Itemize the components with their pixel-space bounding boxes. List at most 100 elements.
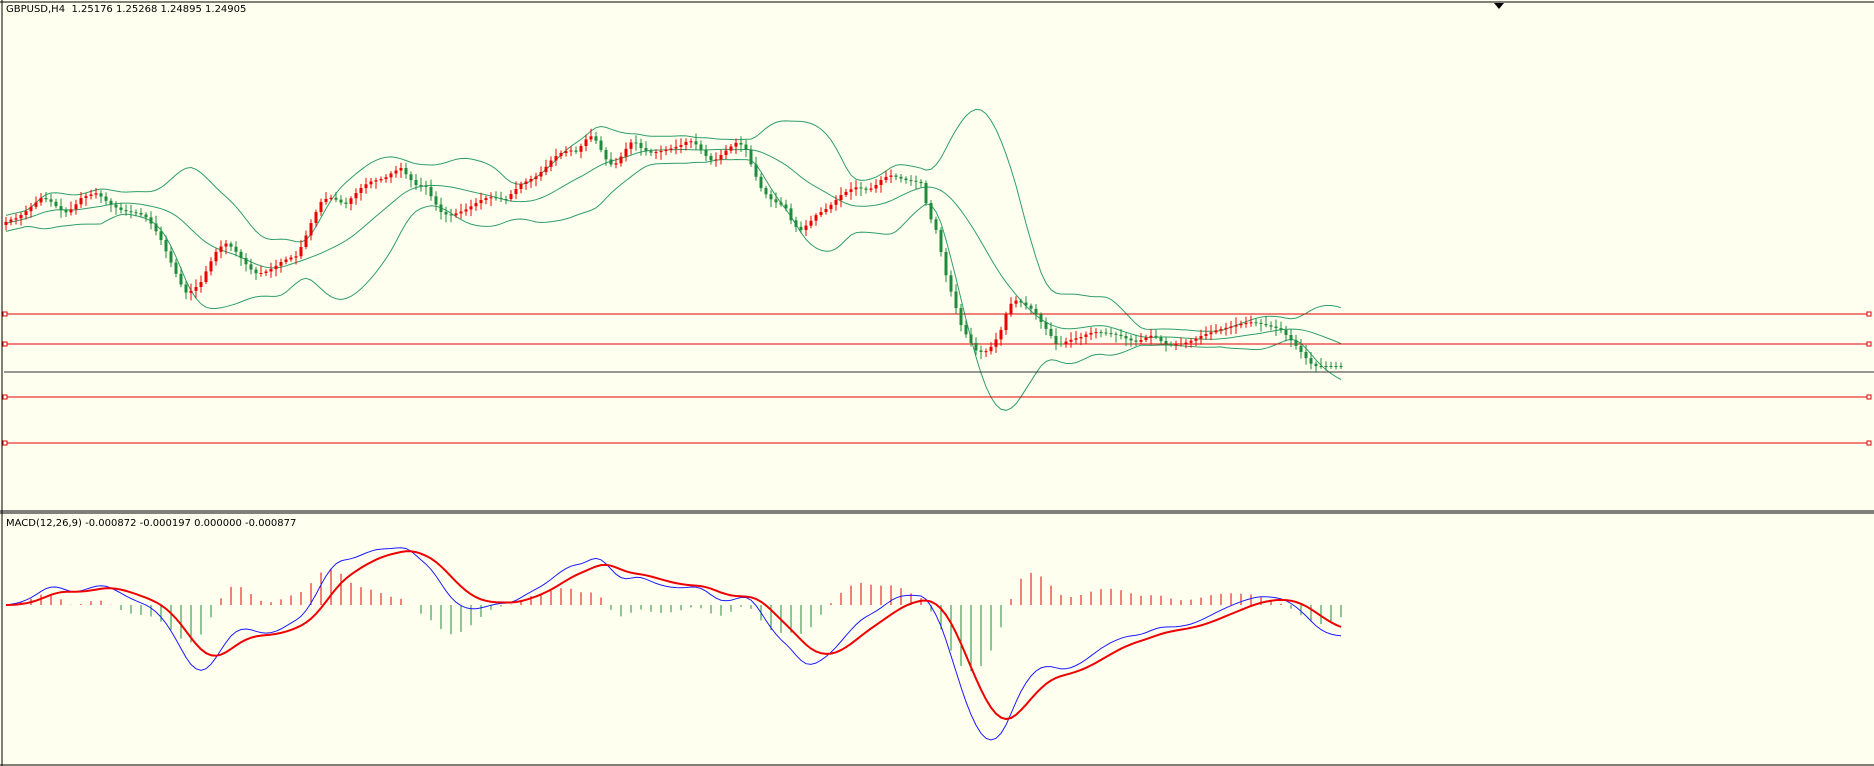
candle-body <box>209 261 213 272</box>
candle-body <box>1154 335 1158 338</box>
candle-body <box>1099 332 1103 334</box>
candle-body <box>14 218 18 220</box>
candle-body <box>869 188 873 190</box>
candle-body <box>1284 330 1288 335</box>
candle-body <box>1044 322 1048 329</box>
candle-body <box>944 252 948 276</box>
candle-body <box>69 209 73 213</box>
candle-body <box>739 142 743 145</box>
symbol-label: GBPUSD,H4 <box>6 4 66 15</box>
candle-body <box>794 220 798 227</box>
price-pane-label: GBPUSD,H4 1.25176 1.25268 1.24895 1.2490… <box>6 4 246 16</box>
macd-pane-label: MACD(12,26,9) -0.000872 -0.000197 0.0000… <box>6 518 296 530</box>
candle-body <box>699 144 703 150</box>
macd-signal-line <box>5 550 1342 721</box>
candle-body <box>294 256 298 258</box>
candle-body <box>584 139 588 146</box>
candle-body <box>469 206 473 210</box>
candle-body <box>234 246 238 252</box>
candle-body <box>1054 336 1058 344</box>
candle-body <box>229 243 233 247</box>
candle-body <box>174 262 178 274</box>
candle-body <box>894 175 898 177</box>
candle-body <box>309 223 313 236</box>
candle-body <box>319 202 323 212</box>
candle-body <box>1159 337 1163 342</box>
candle-body <box>1074 338 1078 340</box>
candle-body <box>1304 352 1308 359</box>
candle-body <box>1129 338 1133 341</box>
candle-body <box>909 180 913 182</box>
candle-body <box>49 199 53 202</box>
candle-body <box>1214 330 1218 333</box>
candle-body <box>1319 366 1323 367</box>
candle-body <box>1239 324 1243 326</box>
candle-body <box>1149 335 1153 338</box>
candle-body <box>249 264 253 270</box>
candle-body <box>84 196 88 198</box>
candle-body <box>499 197 503 199</box>
candle-body <box>1234 325 1238 327</box>
candle-body <box>239 251 243 259</box>
candle-body <box>964 325 968 335</box>
candle-body <box>144 214 148 218</box>
candle-body <box>9 219 13 222</box>
candle-body <box>519 184 523 189</box>
line-anchor-right <box>1866 440 1872 446</box>
candle-body <box>214 251 218 262</box>
candle-body <box>1034 308 1038 315</box>
candle-body <box>634 142 638 144</box>
macd-main-line <box>5 547 1342 741</box>
candle-body <box>769 194 773 200</box>
candle-body <box>669 148 673 150</box>
candle-body <box>939 229 943 252</box>
candle-body <box>494 197 498 199</box>
candle-body <box>1089 332 1093 335</box>
candle-body <box>624 148 628 157</box>
candle-body <box>579 146 583 152</box>
candle-body <box>149 217 153 224</box>
macd-histogram <box>10 568 1342 672</box>
candle-body <box>244 258 248 265</box>
candle-body <box>424 185 428 187</box>
macd-lines <box>5 547 1342 741</box>
candle-body <box>1079 337 1083 339</box>
candle-body <box>704 150 708 156</box>
candle-body <box>804 225 808 230</box>
candle-body <box>604 150 608 160</box>
candle-body <box>989 346 993 352</box>
candle-body <box>1029 305 1033 309</box>
candle-body <box>1209 332 1213 335</box>
candle-body <box>859 187 863 189</box>
candle-body <box>994 339 998 347</box>
candle-body <box>1134 340 1138 342</box>
candle-body <box>474 203 478 207</box>
candle-body <box>1334 366 1338 367</box>
candle-body <box>359 188 363 193</box>
candle-body <box>534 176 538 179</box>
candle-body <box>269 269 273 272</box>
candle-body <box>39 198 43 203</box>
candle-body <box>1014 300 1018 304</box>
candle-body <box>1244 322 1248 325</box>
candle-body <box>509 194 513 199</box>
candle-body <box>529 179 533 182</box>
candle-body <box>409 174 413 181</box>
candle-body <box>594 136 598 141</box>
candle-body <box>1179 343 1183 345</box>
candle-body <box>1224 327 1228 330</box>
candle-body <box>1194 338 1198 341</box>
candle-body <box>644 148 648 152</box>
candle-body <box>744 144 748 150</box>
candle-body <box>1189 340 1193 343</box>
candle-body <box>1259 322 1263 324</box>
line-anchor-left <box>2 311 8 317</box>
candle-body <box>1019 300 1023 303</box>
chart-shift-marker[interactable] <box>1494 3 1504 9</box>
candle-body <box>554 156 558 161</box>
candle-body <box>19 215 23 219</box>
candle-body <box>254 269 258 274</box>
candle-body <box>94 193 98 195</box>
